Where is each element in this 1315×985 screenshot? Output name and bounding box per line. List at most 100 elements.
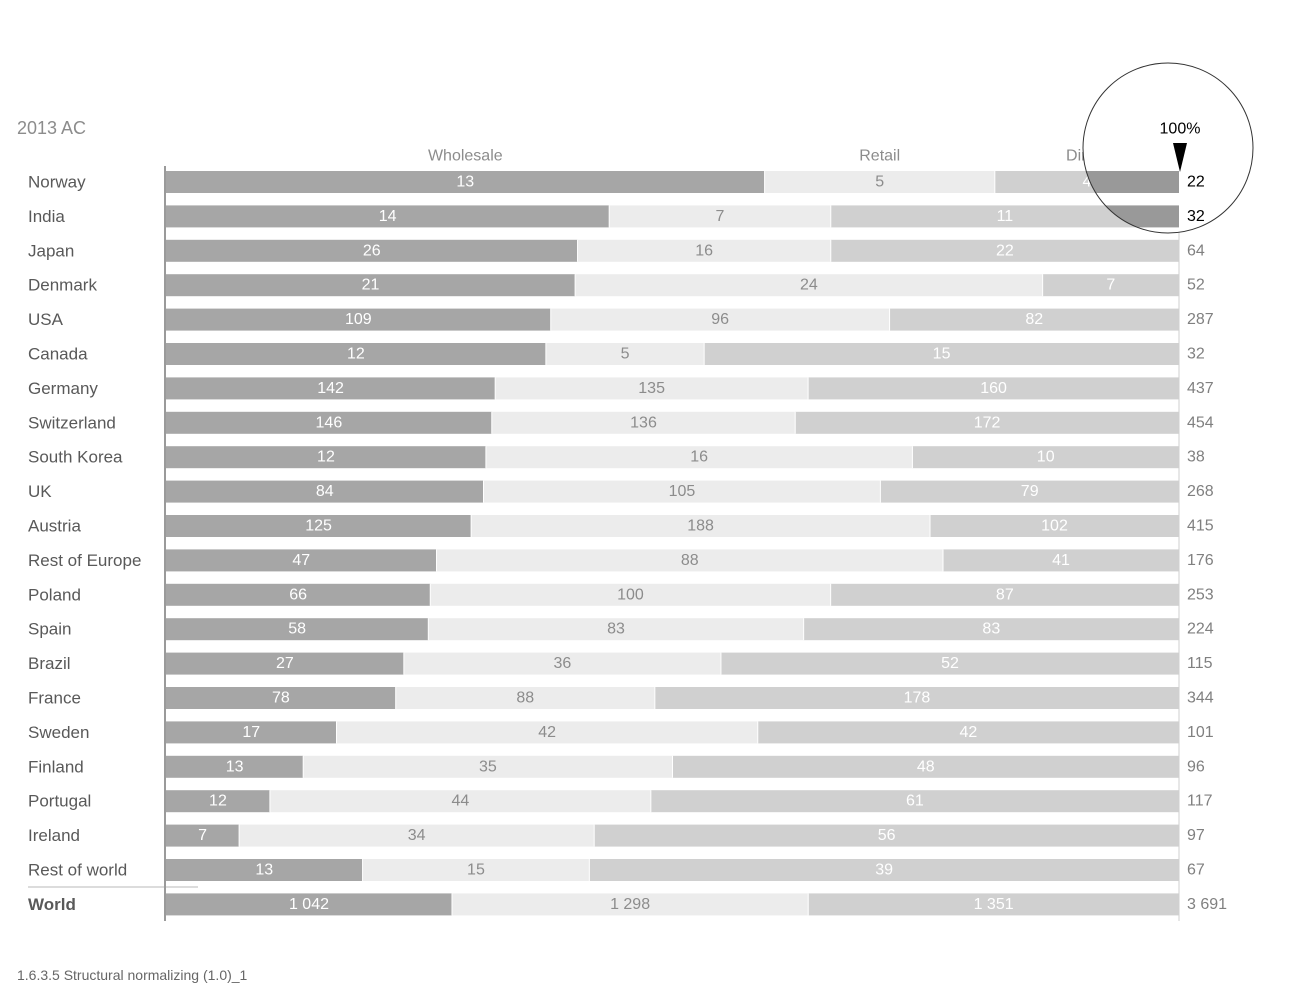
category-label: South Korea: [28, 448, 123, 467]
bar-segment-direct: [720, 652, 1179, 675]
category-label: Spain: [28, 620, 71, 639]
category-label: USA: [28, 310, 64, 329]
series-header-wholesale: Wholesale: [428, 148, 503, 165]
lens-total-label: 22: [1187, 174, 1205, 191]
bar-segment-direct: [704, 343, 1179, 365]
category-label: Rest of Europe: [28, 551, 141, 570]
value-label: 83: [982, 621, 1000, 638]
bar-segment-wholesale: [166, 790, 270, 813]
bar-segment-retail: [491, 411, 796, 434]
value-label: 21: [362, 277, 380, 294]
bar-segment-wholesale: [166, 893, 452, 916]
value-label: 15: [467, 862, 485, 879]
value-label: 12: [347, 346, 365, 363]
value-label: 96: [711, 311, 729, 328]
bar-segment-direct: [943, 549, 1179, 572]
value-label: 12: [209, 793, 227, 810]
bar-segment-retail: [495, 377, 809, 400]
value-label: 17: [242, 724, 260, 741]
bar-segment-direct: [930, 515, 1179, 537]
total-label: 3 691: [1187, 896, 1227, 913]
value-label: 83: [607, 621, 625, 638]
bar-segment-wholesale: [166, 411, 492, 434]
bar-segment-retail: [609, 205, 831, 228]
total-label: 64: [1187, 242, 1205, 259]
bar-segment-direct: [650, 790, 1179, 813]
total-label: 176: [1187, 552, 1214, 569]
bar-segment-wholesale: [166, 343, 546, 365]
category-label: France: [28, 689, 81, 708]
total-label: 101: [1187, 724, 1214, 741]
bar-segment-retail: [239, 824, 595, 847]
bar-segment-wholesale: [166, 549, 437, 572]
bar-segment-direct: [757, 721, 1179, 744]
bar-segment-retail: [303, 755, 673, 778]
category-label: Norway: [28, 173, 86, 192]
bar-segment-wholesale: [166, 859, 363, 881]
total-label: 117: [1187, 793, 1213, 810]
bar-segment-retail: [471, 515, 931, 537]
category-label: Brazil: [28, 654, 71, 673]
total-label: 253: [1187, 586, 1214, 603]
lens-bar-highlight: [1083, 171, 1179, 193]
bar-segment-wholesale: [166, 652, 404, 675]
bar-segment-retail: [764, 171, 995, 193]
value-label: 12: [317, 449, 335, 466]
magnifier-lens: [1082, 62, 1254, 234]
hundred-percent-label: 100%: [1160, 121, 1201, 138]
value-label: 1 298: [610, 896, 650, 913]
bar-segment-retail: [336, 721, 758, 744]
bar-segment-retail: [545, 343, 705, 365]
value-label: 88: [516, 690, 534, 707]
total-label: 344: [1187, 690, 1214, 707]
category-label: Denmark: [28, 276, 97, 295]
value-label: 44: [451, 793, 469, 810]
value-label: 10: [1037, 449, 1055, 466]
value-label: 188: [687, 518, 714, 535]
total-label: 454: [1187, 414, 1214, 431]
value-label: 79: [1021, 483, 1039, 500]
category-label: Ireland: [28, 826, 80, 845]
value-label: 105: [669, 483, 696, 500]
value-label: 24: [800, 277, 818, 294]
bar-segment-retail: [269, 790, 651, 813]
total-label: 38: [1187, 449, 1205, 466]
value-label: 13: [226, 758, 244, 775]
total-label: 52: [1187, 277, 1205, 294]
value-label: 48: [917, 758, 935, 775]
value-label: 36: [553, 655, 571, 672]
value-label: 7: [716, 208, 725, 225]
category-label: Japan: [28, 241, 74, 260]
value-label: 1 042: [289, 896, 329, 913]
value-label: 125: [305, 518, 332, 535]
bar-segment-direct: [1042, 274, 1179, 297]
bar-segment-wholesale: [166, 721, 337, 744]
value-label: 160: [980, 380, 1007, 397]
bar-segment-wholesale: [166, 618, 429, 641]
bar-segment-direct: [830, 239, 1179, 262]
bar-segment-retail: [430, 583, 831, 606]
bar-segment-direct: [880, 480, 1179, 503]
value-label: 7: [198, 827, 207, 844]
series-header-retail: Retail: [859, 148, 900, 165]
value-label: 58: [288, 621, 306, 638]
value-label: 42: [959, 724, 977, 741]
value-label: 41: [1052, 552, 1070, 569]
bar-segment-wholesale: [166, 583, 431, 606]
total-label: 268: [1187, 483, 1214, 500]
magnifier-lens-content: 22 32: [1083, 63, 1253, 233]
category-label: Poland: [28, 585, 81, 604]
value-label: 5: [875, 174, 884, 191]
value-label: 27: [276, 655, 294, 672]
value-label: 15: [933, 346, 951, 363]
value-label: 100: [617, 586, 644, 603]
bar-segment-direct: [594, 824, 1179, 847]
bar-segment-direct: [830, 205, 1179, 228]
value-label: 4: [1082, 174, 1091, 191]
value-label: 88: [681, 552, 699, 569]
total-label: 115: [1187, 655, 1213, 672]
bar-segment-direct: [803, 618, 1179, 641]
bar-segment-wholesale: [166, 687, 396, 709]
bar-segment-wholesale: [166, 239, 578, 262]
